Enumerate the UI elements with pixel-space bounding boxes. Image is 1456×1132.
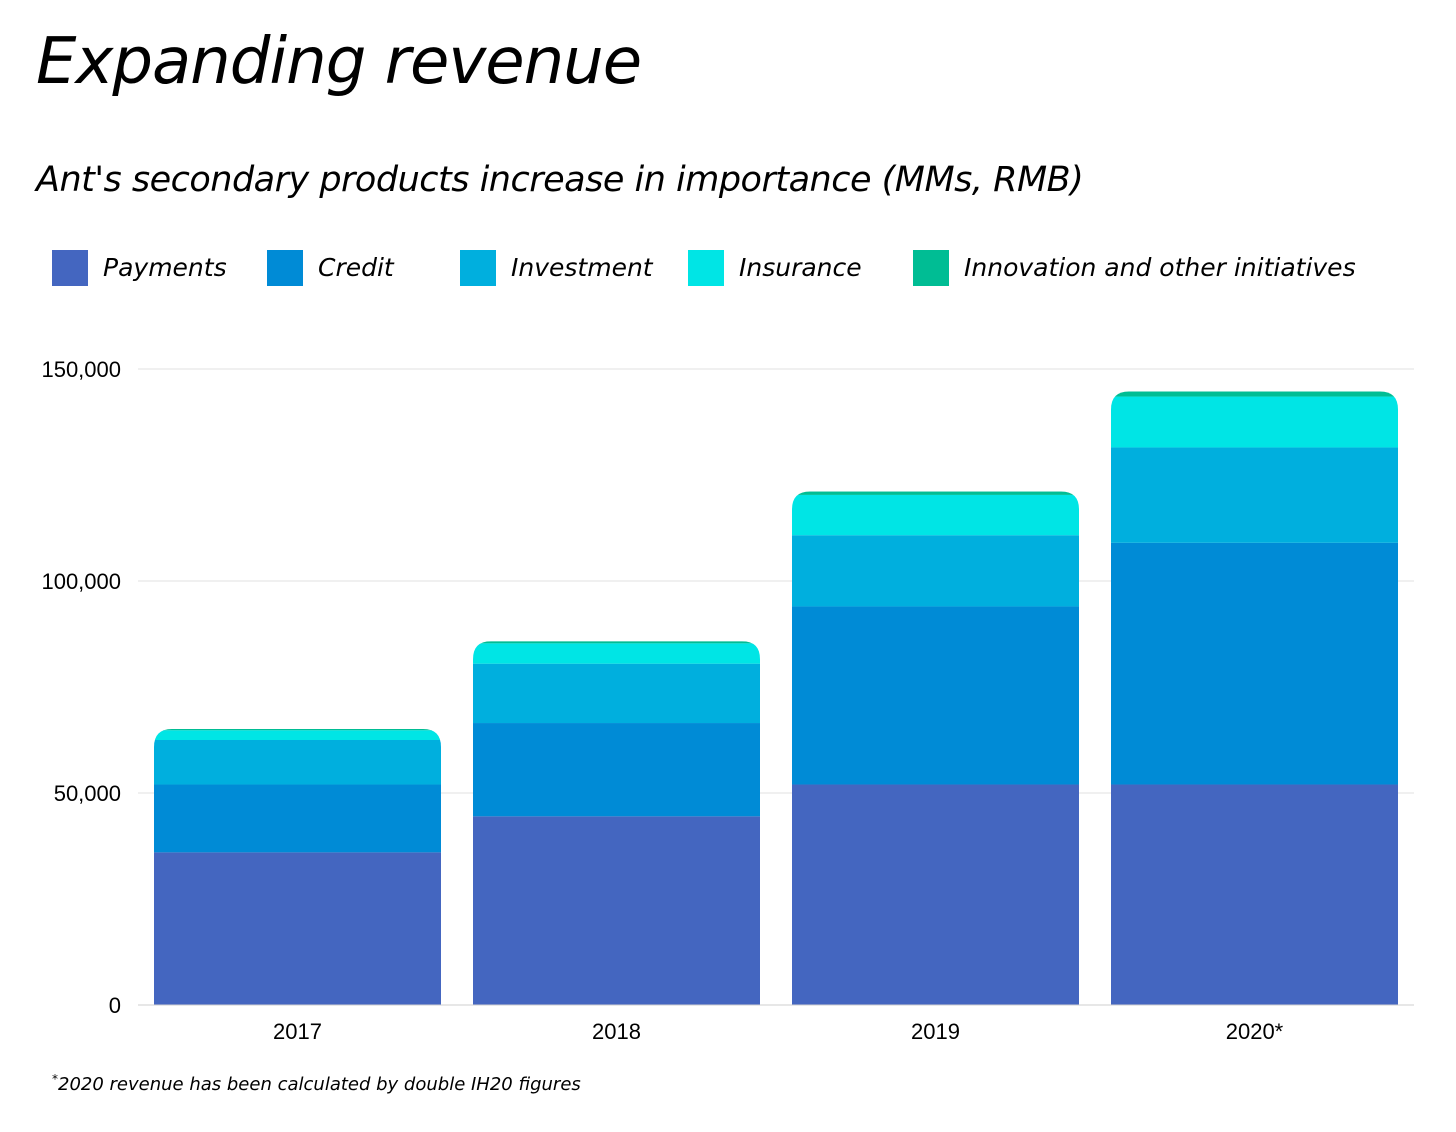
bar-segment-investment xyxy=(154,740,441,785)
footnote-text: 2020 revenue has been calculated by doub… xyxy=(58,1074,581,1095)
bar-segment-innovation xyxy=(1111,391,1398,397)
chart-subtitle: Ant's secondary products increase in imp… xyxy=(36,160,1084,200)
bar-segment-investment xyxy=(1111,447,1398,543)
bar-segment-credit xyxy=(473,723,760,817)
bar-segment-credit xyxy=(154,784,441,853)
legend-label-payments: Payments xyxy=(103,253,227,282)
bar-segment-innovation xyxy=(473,641,760,644)
legend-label-credit: Credit xyxy=(318,253,394,282)
legend-label-insurance: Insurance xyxy=(739,253,862,282)
bar-segment-credit xyxy=(792,606,1079,785)
chart-legend: Payments Credit Investment Insurance Inn… xyxy=(0,240,1456,296)
bar-segment-payments xyxy=(792,784,1079,1005)
y-tick-label: 50,000 xyxy=(54,781,121,806)
chart-footnote: *2020 revenue has been calculated by dou… xyxy=(52,1062,581,1102)
chart-title: Expanding revenue xyxy=(36,25,642,99)
bar-segment-investment xyxy=(473,663,760,724)
legend-swatch-innovation xyxy=(913,250,949,286)
legend-swatch-payments xyxy=(52,250,88,286)
bar-segment-credit xyxy=(1111,542,1398,785)
bar-segment-payments xyxy=(473,816,760,1005)
bar-segment-innovation xyxy=(154,728,441,731)
bar-segment-insurance xyxy=(792,494,1079,536)
bar-segment-insurance xyxy=(473,643,760,664)
x-tick-label: 2018 xyxy=(592,1019,641,1044)
legend-swatch-credit xyxy=(267,250,303,286)
y-tick-label: 0 xyxy=(109,993,121,1018)
x-tick-label: 2019 xyxy=(911,1019,960,1044)
y-tick-label: 150,000 xyxy=(41,357,121,382)
bar-segment-insurance xyxy=(154,730,441,740)
bar-segment-payments xyxy=(1111,784,1398,1005)
x-tick-label: 2020* xyxy=(1226,1019,1284,1044)
legend-swatch-investment xyxy=(460,250,496,286)
footnote-mark: * xyxy=(52,1072,58,1086)
bar-segment-insurance xyxy=(1111,396,1398,448)
y-tick-label: 100,000 xyxy=(41,569,121,594)
legend-swatch-insurance xyxy=(688,250,724,286)
bar-segment-innovation xyxy=(792,491,1079,495)
legend-label-investment: Investment xyxy=(511,253,653,282)
bar-segment-investment xyxy=(792,535,1079,607)
legend-label-innovation: Innovation and other initiatives xyxy=(964,253,1356,282)
bar-segment-payments xyxy=(154,852,441,1005)
x-tick-label: 2017 xyxy=(273,1019,322,1044)
